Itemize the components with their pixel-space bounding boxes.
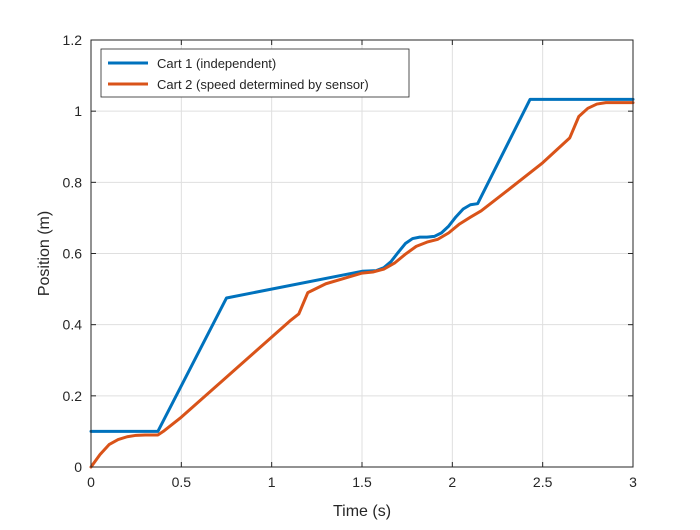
y-tick-label: 0.6 (63, 246, 83, 262)
y-tick-label: 0.4 (63, 317, 83, 333)
legend-label-cart-1: Cart 1 (independent) (157, 56, 276, 71)
y-axis-label: Position (m) (36, 211, 53, 296)
series-lines (89, 97, 635, 469)
x-tick-label: 1 (268, 474, 276, 490)
series-line-cart-2 (89, 101, 635, 469)
y-tick-label: 0 (74, 459, 82, 475)
series-line-cart-1 (89, 97, 635, 433)
ticks (90, 39, 634, 468)
y-tick-label: 1.2 (63, 32, 83, 48)
legend: Cart 1 (independent) Cart 2 (speed deter… (100, 48, 410, 98)
y-tick-label: 0.8 (63, 174, 83, 190)
x-tick-label: 0 (87, 474, 95, 490)
x-tick-label: 1.5 (352, 474, 372, 490)
tick-labels: 0 0.5 1 1.5 2 2.5 3 0 0.2 0.4 0.6 0.8 1 1.2 (63, 32, 638, 490)
y-tick-label: 0.2 (63, 388, 83, 404)
y-tick-label: 1 (74, 103, 82, 119)
x-axis-label: Time (s) (333, 503, 391, 520)
x-tick-label: 3 (629, 474, 637, 490)
x-tick-label: 0.5 (172, 474, 192, 490)
x-tick-label: 2.5 (533, 474, 553, 490)
legend-box (100, 48, 410, 98)
x-tick-label: 2 (448, 474, 456, 490)
legend-label-cart-2: Cart 2 (speed determined by sensor) (157, 77, 369, 92)
